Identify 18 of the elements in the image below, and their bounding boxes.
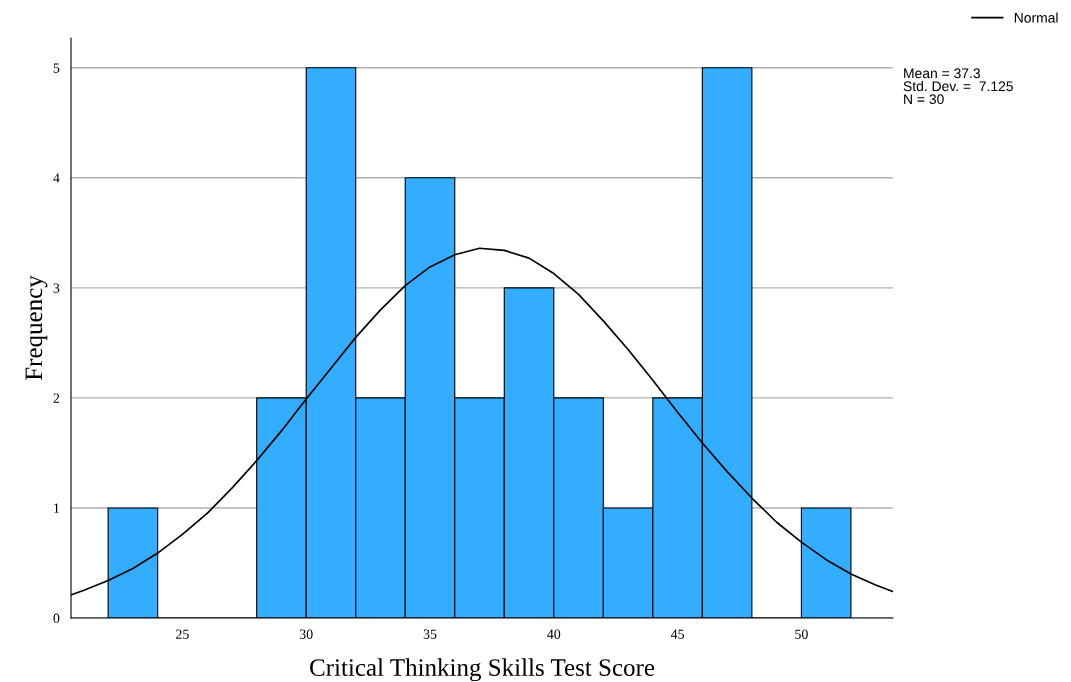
y-tick-label: 2 xyxy=(53,393,60,403)
legend-label: Normal xyxy=(1014,12,1058,23)
x-tick-label: 50 xyxy=(795,629,808,639)
y-tick-label: 5 xyxy=(53,63,60,73)
x-tick-label: 45 xyxy=(670,629,684,639)
y-tick-label: 0 xyxy=(53,613,60,623)
y-tick-label: 1 xyxy=(54,503,60,513)
text: N = 30 xyxy=(904,94,944,105)
x-tick-label: 40 xyxy=(547,629,561,639)
text: Std. Dev. = 7.125 xyxy=(903,80,1013,92)
x-tick-label: 30 xyxy=(299,629,313,639)
y-axis-title: Frequency xyxy=(25,275,48,381)
x-axis-title: Critical Thinking Skills Test Score xyxy=(310,658,655,682)
text: Mean = 37.3 xyxy=(904,68,980,79)
y-tick-label: 4 xyxy=(53,173,60,183)
y-tick-label: 3 xyxy=(53,283,60,293)
x-tick-label: 35 xyxy=(423,629,437,639)
x-tick-label: 25 xyxy=(176,629,189,639)
